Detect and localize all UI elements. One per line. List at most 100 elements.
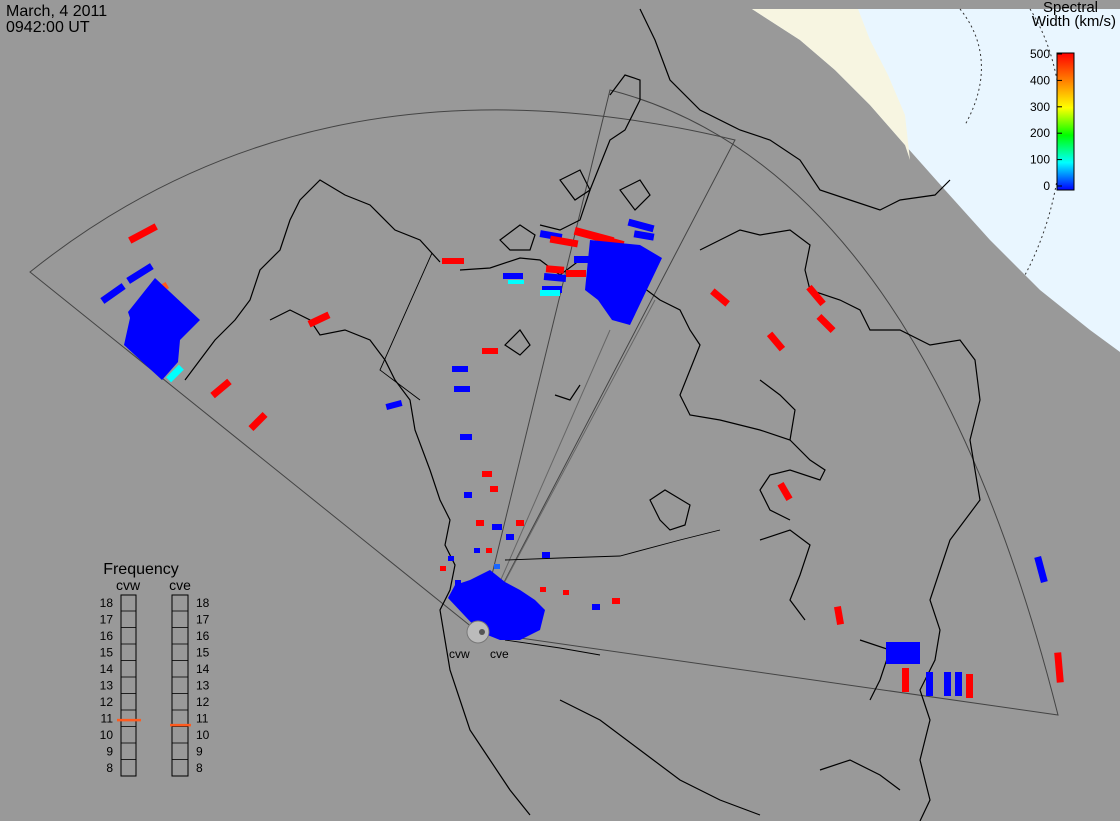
echo-cell (1054, 652, 1064, 683)
echo-cell (516, 520, 524, 526)
frequency-box-cvw (120, 594, 137, 777)
echo-cell (545, 265, 565, 274)
frequency-scale-label-right: 13 (196, 679, 210, 693)
echo-cell (482, 348, 498, 354)
echo-cell (100, 283, 126, 304)
frequency-scale-label-left: 8 (106, 761, 113, 775)
echo-cell (128, 223, 158, 244)
beam-line-2 (477, 299, 656, 633)
echo-cell (966, 674, 973, 698)
echo-cell (307, 311, 331, 328)
echo-cell (806, 284, 826, 307)
frequency-scale-label-left: 14 (100, 662, 114, 676)
echo-cell (592, 604, 600, 610)
frequency-scale-label-right: 16 (196, 629, 210, 643)
echo-cell (542, 552, 550, 558)
terminator-band (752, 9, 910, 160)
boundaries (379, 252, 721, 656)
frequency-scale-label-left: 12 (100, 695, 114, 709)
echo-cell (503, 273, 523, 279)
echo-cell (902, 668, 909, 692)
echo-cell (452, 366, 468, 372)
echo-cell (474, 548, 480, 553)
echo-cell (455, 580, 461, 585)
frequency-box-cve (171, 594, 189, 777)
radar-label-cvw: cvw (449, 647, 470, 661)
frequency-scale-label-right: 8 (196, 761, 203, 775)
frequency-scale-label-left: 10 (100, 728, 114, 742)
colorbar-gradient (1056, 52, 1075, 191)
frequency-col-cve: cve (169, 577, 191, 593)
echo-cell (482, 471, 492, 477)
dayside-region (752, 9, 1120, 352)
colorbar-title-1: Spectral (1043, 0, 1098, 16)
echo-cell (612, 598, 620, 604)
scatter-cells (100, 218, 1064, 698)
echo-cell (166, 364, 184, 383)
radar-site-dot (479, 629, 485, 635)
frequency-scale-label-right: 11 (196, 712, 209, 726)
echo-cell (627, 218, 655, 233)
colorbar-tick-label: 100 (1030, 153, 1050, 167)
frequency-scale-label-right: 12 (196, 695, 210, 709)
date-label: March, 4 2011 (6, 3, 108, 20)
echo-cell (476, 520, 484, 526)
echo-cell (454, 386, 470, 392)
fov-outline-west (29, 109, 736, 633)
radar-site-circle (466, 620, 490, 644)
echo-cell (440, 566, 446, 571)
echo-cell (540, 290, 560, 296)
frequency-col-cvw: cvw (116, 577, 141, 593)
frequency-scale-label-right: 14 (196, 662, 210, 676)
echo-cell (464, 492, 472, 498)
echo-cell (955, 672, 962, 696)
echo-blob-north (585, 240, 662, 325)
echo-cell (448, 556, 454, 561)
echo-cell (816, 313, 836, 334)
echo-cell (492, 524, 502, 530)
echo-cell (566, 270, 586, 277)
frequency-title: Frequency (103, 561, 179, 578)
echo-cell (549, 235, 579, 248)
echo-cell (777, 481, 793, 502)
time-label: 0942:00 UT (6, 19, 90, 36)
colorbar-tick-label: 0 (1043, 179, 1050, 193)
frequency-scale-label-left: 18 (100, 596, 114, 610)
echo-cell (833, 606, 845, 625)
echo-cell (633, 230, 655, 241)
colorbar-tick-label: 500 (1030, 47, 1050, 61)
echo-cell (766, 331, 786, 352)
echo-cell (542, 286, 562, 293)
echo-cell (486, 548, 492, 553)
frequency-scale-label-left: 16 (100, 629, 114, 643)
colorbar-ticks: 500 400 300 200 100 0 (1030, 47, 1062, 193)
echo-cell (442, 258, 464, 264)
frequency-scale-label-right: 15 (196, 646, 210, 660)
echo-cell (490, 486, 498, 492)
echo-cell (563, 590, 569, 595)
echo-cell (508, 280, 524, 284)
echo-cell (126, 263, 154, 284)
echo-cell (494, 564, 500, 569)
echo-cell (248, 411, 268, 432)
frequency-scale: 18 18 17 17 16 16 15 15 14 14 13 13 12 12 11 11 10 10 9 9 8 8 (100, 594, 210, 777)
fov-outline-east (477, 89, 1059, 716)
latitude-circle-2 (1024, 8, 1062, 276)
echo-cell (210, 378, 232, 399)
colorbar-tick-label: 300 (1030, 100, 1050, 114)
frequency-scale-label-left: 9 (106, 745, 113, 759)
echo-cell (506, 534, 514, 540)
frequency-scale-label-left: 17 (100, 613, 114, 627)
colorbar-tick-label: 200 (1030, 126, 1050, 140)
frequency-scale-label-right: 18 (196, 596, 210, 610)
frequency-scale-label-left: 11 (101, 712, 114, 726)
echo-cell (926, 672, 933, 696)
echo-cell (540, 587, 546, 592)
echo-cell (385, 400, 403, 410)
frequency-scale-label-right: 10 (196, 728, 210, 742)
echo-blob-west (124, 278, 200, 380)
frequency-scale-label-right: 17 (196, 613, 210, 627)
echo-cell (574, 256, 596, 263)
